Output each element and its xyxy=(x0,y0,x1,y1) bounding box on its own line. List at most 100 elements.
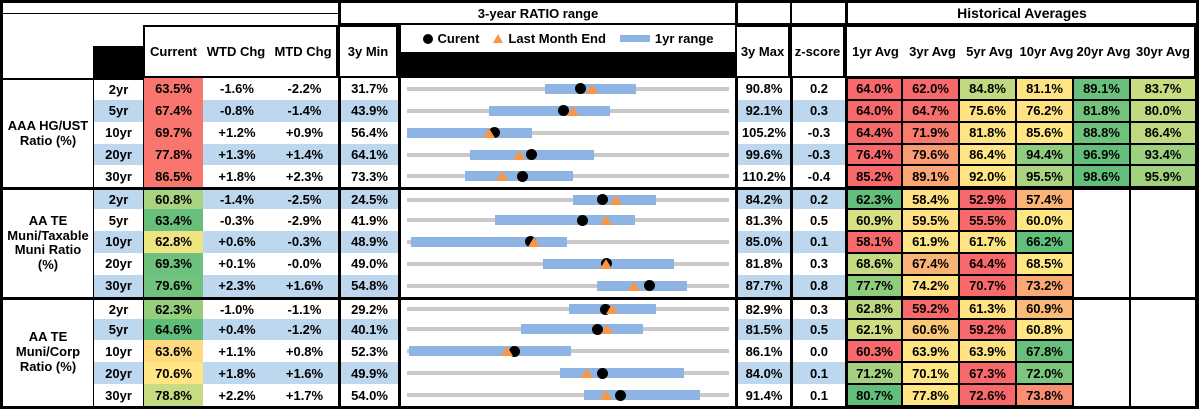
range-track xyxy=(407,319,729,341)
current-value-cell: 69.7% xyxy=(143,121,203,144)
avg-cell-10yr: 57.4% xyxy=(1016,187,1073,210)
3y-range-line xyxy=(407,130,729,135)
avg-cell-empty xyxy=(1130,274,1196,297)
range-track xyxy=(407,144,729,166)
avg-cell-20yr: 96.9% xyxy=(1073,143,1130,166)
column-header-1yr-avg: 1yr Avg xyxy=(852,44,899,59)
1yr-range-bar xyxy=(596,280,687,291)
avg-cell-3yr: 77.8% xyxy=(902,384,959,406)
avg-cell-empty xyxy=(1130,362,1196,385)
avg-cell-5yr: 61.3% xyxy=(959,296,1016,319)
current-value-cell: 77.8% xyxy=(143,143,203,166)
min-3y-cell: 29.2% xyxy=(338,296,398,319)
avg-cell-30yr: 86.4% xyxy=(1130,121,1196,144)
column-header-3yr-avg: 3yr Avg xyxy=(909,44,956,59)
z-score-cell: 0.5 xyxy=(790,318,845,341)
z-score-cell: 0.8 xyxy=(790,274,845,297)
column-header-10yr-avg: 10yr Avg xyxy=(1019,44,1074,59)
chart-column-header: Curent Last Month End 1yr range xyxy=(398,25,735,78)
tenor-cell: 10yr xyxy=(93,340,143,363)
current-value-cell: 64.6% xyxy=(143,318,203,341)
range-chart-cell xyxy=(398,121,735,144)
mtd-chg-cell: +0.9% xyxy=(285,125,324,141)
avg-cell-empty xyxy=(1130,296,1196,319)
min-3y-cell: 40.1% xyxy=(338,318,398,341)
mtd-chg-cell: -0.0% xyxy=(287,256,322,272)
z-score-cell: -0.4 xyxy=(790,165,845,188)
avg-cell-empty xyxy=(1130,209,1196,232)
avg-cell-empty xyxy=(1073,252,1130,275)
wtd-chg-cell: +2.3% xyxy=(203,274,271,297)
min-3y-cell: 31.7% xyxy=(338,78,398,100)
mtd-chg-cell: +1.4% xyxy=(271,143,338,166)
range-chart-cell xyxy=(398,296,735,319)
wtd-chg-cell: +1.8% xyxy=(203,362,271,385)
avg-cell-1yr: 62.1% xyxy=(845,318,902,341)
avg-cell-1yr: 76.4% xyxy=(845,143,902,166)
last-month-end-triangle-icon xyxy=(493,34,504,43)
avg-cell-3yr: 59.5% xyxy=(902,209,959,232)
mtd-chg-cell: +2.3% xyxy=(285,168,324,184)
avg-cell-empty xyxy=(1130,187,1196,210)
z-score-cell: 0.3 xyxy=(790,252,845,275)
range-track xyxy=(407,209,729,231)
current-dot xyxy=(592,323,604,335)
range-chart-cell xyxy=(398,99,735,122)
wtd-chg-cell: +1.2% xyxy=(218,125,256,141)
avg-cell-5yr: 55.5% xyxy=(959,209,1016,232)
z-score-cell: 0.1 xyxy=(790,362,845,385)
last-month-end-marker xyxy=(567,105,580,116)
last-month-end-marker xyxy=(527,236,540,247)
tenor-cell: 30yr xyxy=(93,274,143,297)
1yr-range-bar xyxy=(584,390,700,401)
range-chart-cell xyxy=(398,362,735,385)
current-value-cell: 79.6% xyxy=(143,274,203,297)
legend-range-label: 1yr range xyxy=(654,31,714,46)
tenor-header-black-cell xyxy=(93,25,143,78)
avg-cell-3yr: 60.6% xyxy=(902,318,959,341)
max-3y-cell: 87.7% xyxy=(735,274,790,297)
range-chart-cell xyxy=(398,318,735,341)
legend-current-label: Curent xyxy=(437,31,480,46)
tenor-cell: 20yr xyxy=(93,143,143,166)
last-month-end-marker xyxy=(599,390,612,401)
avg-cell-10yr: 60.9% xyxy=(1016,296,1073,319)
current-value-cell: 62.8% xyxy=(143,231,203,253)
current-dot xyxy=(599,303,611,315)
avg-cell-3yr: 79.6% xyxy=(902,143,959,166)
min-3y-cell: 48.9% xyxy=(338,231,398,253)
min-3y-cell: 52.3% xyxy=(338,340,398,363)
tenor-cell: 5yr xyxy=(93,99,143,122)
column-header-z-score: z-score xyxy=(790,25,845,78)
range-chart-cell xyxy=(398,78,735,100)
header-max-top-strip xyxy=(735,3,790,25)
change-columns-header-box: Current WTD Chg MTD Chg xyxy=(143,25,338,78)
avg-cell-1yr: 80.7% xyxy=(845,384,902,406)
avg-cell-3yr: 71.9% xyxy=(902,121,959,144)
legend-lme-label: Last Month End xyxy=(508,31,606,46)
range-track xyxy=(407,362,729,384)
header-corner-spacer xyxy=(3,25,93,78)
column-header-current: Current xyxy=(150,44,197,59)
avg-cell-5yr: 92.0% xyxy=(959,165,1016,188)
z-score-cell: 0.5 xyxy=(790,209,845,232)
min-3y-cell: 54.0% xyxy=(338,384,398,406)
avg-cell-20yr: 88.8% xyxy=(1073,121,1130,144)
avg-cell-empty xyxy=(1073,187,1130,210)
range-chart-cell xyxy=(398,384,735,406)
column-header-mtd-chg: MTD Chg xyxy=(274,44,332,59)
avg-cell-3yr: 59.2% xyxy=(902,296,959,319)
range-chart-cell xyxy=(398,274,735,297)
z-score-cell: 0.0 xyxy=(790,340,845,363)
wtd-chg-cell: -0.3% xyxy=(220,212,254,228)
avg-cell-3yr: 63.9% xyxy=(902,340,959,363)
header-z-top-strip xyxy=(790,3,845,25)
avg-cell-5yr: 84.8% xyxy=(959,78,1016,100)
avg-cell-10yr: 66.2% xyxy=(1016,231,1073,253)
1yr-range-bar xyxy=(559,368,684,379)
range-track xyxy=(407,300,729,319)
chart-legend: Curent Last Month End 1yr range xyxy=(401,25,735,52)
last-month-end-marker xyxy=(482,127,495,138)
max-3y-cell: 85.0% xyxy=(735,231,790,253)
